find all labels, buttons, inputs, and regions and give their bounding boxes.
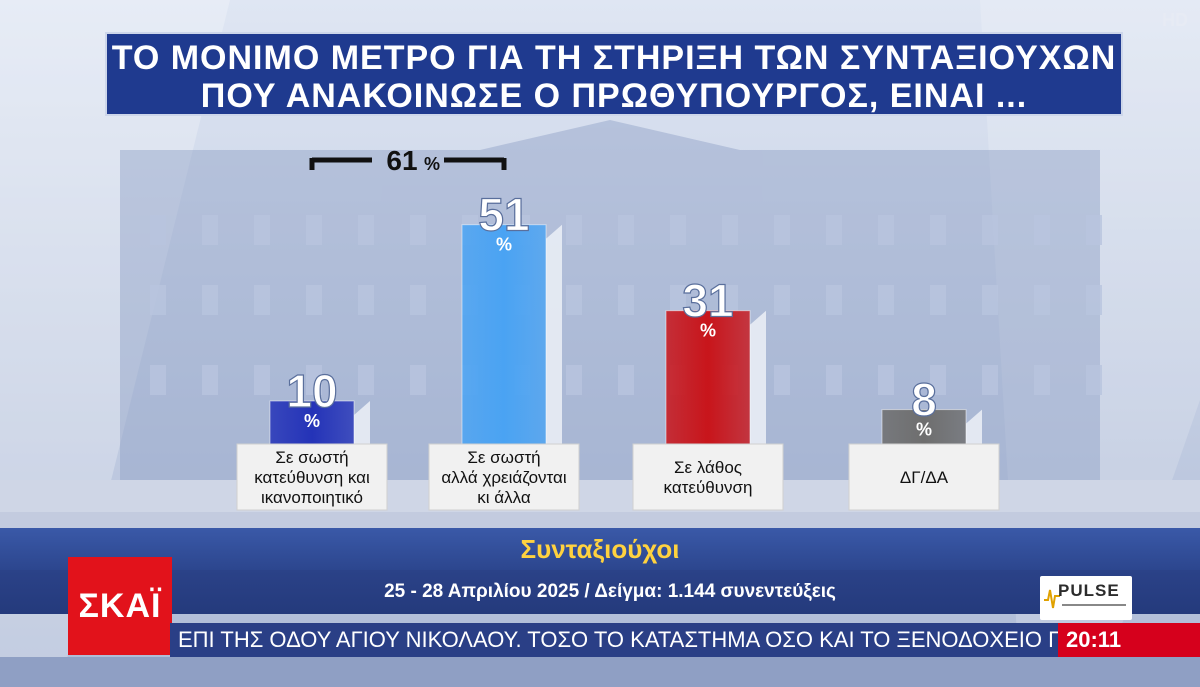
channel-logo-text: ΣΚΑΪ bbox=[78, 586, 162, 625]
bar-side bbox=[546, 224, 562, 444]
survey-info: 25 - 28 Απριλίου 2025 / Δείγμα: 1.144 συ… bbox=[384, 581, 836, 602]
category-label-box bbox=[632, 443, 784, 511]
bar-value-label: 8 bbox=[911, 374, 937, 426]
category-label: κατεύθυνση bbox=[664, 478, 753, 497]
category-label: Σε σωστή bbox=[467, 448, 540, 467]
bar bbox=[269, 400, 355, 445]
bar bbox=[461, 224, 547, 445]
news-ticker: ΕΠΙ ΤΗΣ ΟΔΟΥ ΑΓΙΟΥ ΝΙΚΟΛΑΟΥ. ΤΟΣΟ ΤΟ ΚΑΤ… bbox=[170, 623, 1070, 657]
title-line-2: ΠΟΥ ΑΝΑΚΟΙΝΩΣΕ Ο ΠΡΩΘΥΠΟΥΡΓΟΣ, ΕΙΝΑΙ ... bbox=[200, 77, 1028, 115]
category-label: αλλά χρειάζονται bbox=[441, 468, 567, 487]
category-label: ΔΓ/ΔΑ bbox=[900, 468, 949, 487]
chart-title: ΤΟ ΜΟΝΙΜΟ ΜΕΤΡΟ ΓΙΑ ΤΗ ΣΤΗΡΙΞΗ ΤΩΝ ΣΥΝΤΑ… bbox=[105, 32, 1123, 116]
bar-percent-label: % bbox=[916, 420, 932, 440]
ticker-text: ΕΠΙ ΤΗΣ ΟΔΟΥ ΑΓΙΟΥ ΝΙΚΟΛΑΟΥ. ΤΟΣΟ ΤΟ ΚΑΤ… bbox=[178, 627, 1070, 652]
pollster-logo: PULSE bbox=[1040, 576, 1132, 620]
category-label-box bbox=[428, 443, 580, 511]
bracket-percent-label: % bbox=[424, 154, 440, 174]
bar-percent-label: % bbox=[304, 411, 320, 431]
bar-value-label: 51 bbox=[478, 189, 529, 241]
bar-side bbox=[750, 310, 766, 444]
category-label-box bbox=[848, 443, 1000, 511]
hd-badge: HD bbox=[1162, 10, 1188, 30]
bar-percent-label: % bbox=[700, 321, 716, 341]
title-line-1: ΤΟ ΜΟΝΙΜΟ ΜΕΤΡΟ ΓΙΑ ΤΗ ΣΤΗΡΙΞΗ ΤΩΝ ΣΥΝΤΑ… bbox=[111, 39, 1117, 77]
bar bbox=[665, 310, 751, 445]
clock-box: 20:11 bbox=[1058, 623, 1200, 657]
pollster-logo-underline bbox=[1062, 604, 1126, 606]
bar bbox=[881, 409, 967, 445]
pulse-wave-icon bbox=[1044, 589, 1060, 609]
category-label: ικανοποιητικό bbox=[261, 488, 363, 507]
channel-logo: ΣΚΑΪ bbox=[68, 557, 172, 655]
clock: 20:11 bbox=[1066, 627, 1122, 652]
survey-info-bar: 25 - 28 Απριλίου 2025 / Δείγμα: 1.144 συ… bbox=[0, 570, 1200, 614]
category-label: κατεύθυνση και bbox=[254, 468, 370, 487]
category-label: κι άλλα bbox=[477, 488, 531, 507]
bar-value-label: 10 bbox=[286, 365, 337, 417]
audience-label: Συνταξιούχοι bbox=[520, 534, 680, 564]
pollster-logo-text: PULSE bbox=[1058, 581, 1120, 600]
category-label: Σε λάθος bbox=[674, 458, 742, 477]
bar-value-label: 31 bbox=[682, 275, 733, 327]
category-label-box bbox=[236, 443, 388, 511]
bar-percent-label: % bbox=[496, 235, 512, 255]
bottom-strip bbox=[0, 657, 1200, 687]
audience-bar: Συνταξιούχοι bbox=[0, 528, 1200, 570]
bar-side bbox=[966, 409, 982, 444]
category-label: Σε σωστή bbox=[275, 448, 348, 467]
bar-side bbox=[354, 401, 370, 444]
bracket-value-label: 61 bbox=[386, 145, 417, 176]
